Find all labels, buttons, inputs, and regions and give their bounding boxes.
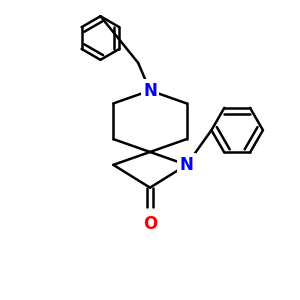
Text: N: N: [180, 156, 194, 174]
Text: N: N: [143, 82, 157, 100]
Text: O: O: [143, 215, 157, 233]
